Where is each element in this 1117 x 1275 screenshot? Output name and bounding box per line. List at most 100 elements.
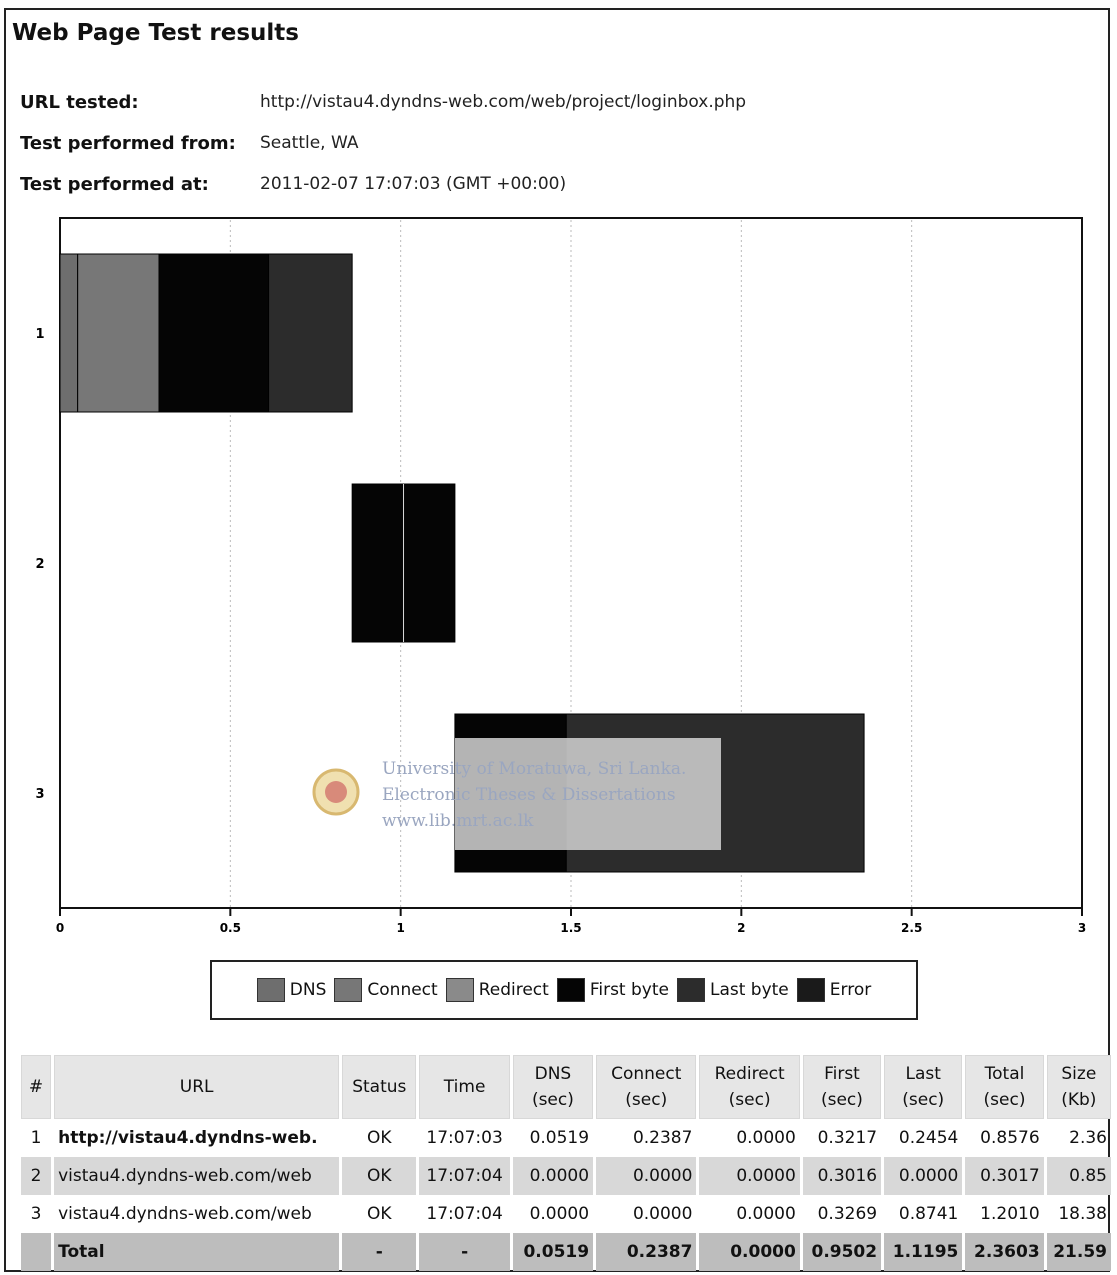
- legend-label: DNS: [289, 980, 327, 1000]
- legend-item: First byte: [556, 978, 669, 1002]
- col-header-number: #: [21, 1055, 52, 1119]
- chart-legend: DNS Connect Redirect First byte Last byte Err…: [210, 960, 918, 1020]
- total-label: Total: [54, 1233, 340, 1271]
- bar-segment-connect: [77, 253, 160, 413]
- bar-segment-dns: [59, 253, 79, 413]
- col-header-size: Size (Kb): [1046, 1055, 1111, 1119]
- row-dns: 0.0000: [512, 1157, 594, 1195]
- row-total: 1.2010: [980, 1204, 1040, 1224]
- row-number: 3: [30, 1204, 42, 1224]
- row-connect: 0.2387: [632, 1128, 693, 1148]
- total-status: -: [342, 1233, 417, 1271]
- results-frame: [4, 8, 1110, 1272]
- row-number: 1: [30, 1128, 42, 1148]
- bar-segment-first-byte: [158, 253, 270, 413]
- col-header-redirect: Redirect (sec): [699, 1055, 800, 1119]
- total-connect: 0.2387: [596, 1233, 697, 1271]
- row-dns: 0.0519: [529, 1128, 590, 1148]
- row-redirect: 0.0000: [736, 1128, 796, 1148]
- row-time: 17:07:03: [426, 1128, 503, 1148]
- x-tick-label: 0: [56, 921, 64, 935]
- x-tick-label: 2: [737, 921, 745, 935]
- legend-swatch: [256, 978, 285, 1002]
- y-tick-label: 2: [35, 557, 44, 572]
- table-row: 3 vistau4.dyndns-web.com/web OK 17:07:04…: [21, 1195, 1111, 1233]
- test-at-value: 2011-02-07 17:07:03 (GMT +00:00): [260, 174, 567, 194]
- row-last: 0.2454: [898, 1128, 959, 1148]
- legend-swatch: [676, 978, 705, 1002]
- total-redirect: 0.0000: [699, 1233, 800, 1271]
- results-table-wrap: # URL Status Time DNS (sec) Connect (sec…: [18, 1055, 1114, 1271]
- row-time: 17:07:04: [426, 1204, 503, 1224]
- row-number: 2: [21, 1157, 52, 1195]
- legend-label: Error: [829, 980, 872, 1000]
- row-url-link[interactable]: http://vistau4.dyndns-web.: [58, 1128, 318, 1148]
- row-connect: 0.0000: [632, 1204, 693, 1224]
- row-total: 0.8576: [980, 1128, 1040, 1148]
- legend-swatch: [334, 978, 363, 1002]
- row-url-link[interactable]: vistau4.dyndns-web.com/web: [58, 1204, 312, 1224]
- row-url-link[interactable]: vistau4.dyndns-web.com/web: [54, 1157, 340, 1195]
- test-at-label: Test performed at:: [20, 174, 209, 195]
- row-size: 0.85: [1046, 1157, 1111, 1195]
- col-header-total: Total (sec): [965, 1055, 1044, 1119]
- table-row: 1 http://vistau4.dyndns-web. OK 17:07:03…: [21, 1119, 1111, 1157]
- url-tested-label: URL tested:: [20, 92, 139, 113]
- legend-item: Error: [796, 978, 872, 1002]
- total-size: 21.59: [1046, 1233, 1111, 1271]
- row-first: 0.3217: [817, 1128, 878, 1148]
- row-redirect: 0.0000: [736, 1204, 796, 1224]
- row-time: 17:07:04: [419, 1157, 510, 1195]
- row-connect: 0.0000: [596, 1157, 697, 1195]
- results-table: # URL Status Time DNS (sec) Connect (sec…: [18, 1055, 1114, 1271]
- row-size: 2.36: [1069, 1128, 1107, 1148]
- test-from-label: Test performed from:: [20, 133, 236, 154]
- waterfall-chart: 0 0.5 1 1.5 2 2.5 3 1 2 3 University of Moratuwa, …: [35, 217, 1086, 935]
- y-tick-label: 1: [35, 327, 44, 342]
- total-time: -: [419, 1233, 510, 1271]
- legend-swatch: [445, 978, 474, 1002]
- x-tick-label: 3: [1078, 921, 1086, 935]
- table-total-row: Total - - 0.0519 0.2387 0.0000 0.9502 1.…: [21, 1233, 1111, 1271]
- watermark-box: [455, 738, 721, 850]
- legend-item: DNS: [256, 978, 327, 1002]
- total-first: 0.9502: [802, 1233, 882, 1271]
- total-last: 1.1195: [884, 1233, 963, 1271]
- legend-item: Last byte: [676, 978, 789, 1002]
- legend-label: Connect: [367, 980, 438, 1000]
- bar-segment-last-byte: [268, 253, 353, 413]
- x-tick-label: 1: [396, 921, 404, 935]
- x-tick-label: 1.5: [560, 921, 581, 935]
- x-tick-label: 0.5: [220, 921, 241, 935]
- legend-swatch: [796, 978, 825, 1002]
- legend-item: Redirect: [445, 978, 549, 1002]
- row-first: 0.3016: [802, 1157, 882, 1195]
- row-last: 0.0000: [884, 1157, 963, 1195]
- test-from-value: Seattle, WA: [260, 133, 359, 153]
- table-header-row: # URL Status Time DNS (sec) Connect (sec…: [21, 1055, 1111, 1119]
- total-row-number: [21, 1233, 52, 1271]
- legend-label: First byte: [589, 980, 669, 1000]
- total-dns: 0.0519: [512, 1233, 594, 1271]
- watermark-text: Electronic Theses & Dissertations: [382, 785, 676, 805]
- col-header-dns: DNS (sec): [512, 1055, 594, 1119]
- row-first: 0.3269: [817, 1204, 878, 1224]
- col-header-connect: Connect (sec): [596, 1055, 697, 1119]
- legend-swatch: [556, 978, 585, 1002]
- url-tested-value: http://vistau4.dyndns-web.com/web/projec…: [260, 92, 747, 112]
- row-total: 0.3017: [965, 1157, 1044, 1195]
- y-tick-label: 3: [35, 787, 44, 802]
- col-header-status: Status: [342, 1055, 417, 1119]
- row-last: 0.8741: [898, 1204, 959, 1224]
- row-redirect: 0.0000: [699, 1157, 800, 1195]
- total-total: 2.3603: [965, 1233, 1044, 1271]
- page-title: Web Page Test results: [12, 20, 299, 46]
- row-dns: 0.0000: [529, 1204, 590, 1224]
- row-status: OK: [342, 1157, 417, 1195]
- row-size: 18.38: [1058, 1204, 1107, 1224]
- watermark-text: University of Moratuwa, Sri Lanka.: [382, 759, 686, 779]
- col-header-url: URL: [54, 1055, 340, 1119]
- table-row: 2 vistau4.dyndns-web.com/web OK 17:07:04…: [21, 1157, 1111, 1195]
- col-header-first: First (sec): [802, 1055, 882, 1119]
- row-status: OK: [367, 1128, 392, 1148]
